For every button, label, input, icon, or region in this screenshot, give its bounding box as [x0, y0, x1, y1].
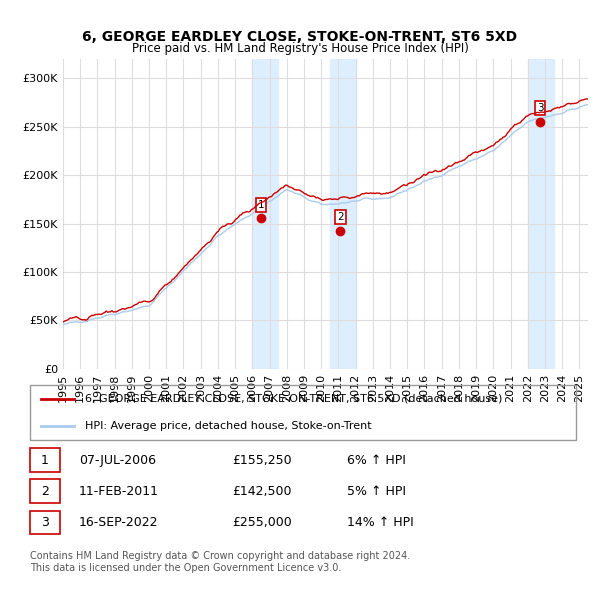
Bar — [253, 59, 278, 369]
Text: 14% ↑ HPI: 14% ↑ HPI — [347, 516, 413, 529]
Text: £255,000: £255,000 — [232, 516, 292, 529]
Text: Price paid vs. HM Land Registry's House Price Index (HPI): Price paid vs. HM Land Registry's House … — [131, 42, 469, 55]
Text: 2: 2 — [41, 484, 49, 498]
Bar — [528, 59, 554, 369]
Text: 6, GEORGE EARDLEY CLOSE, STOKE-ON-TRENT, ST6 5XD: 6, GEORGE EARDLEY CLOSE, STOKE-ON-TRENT,… — [82, 30, 518, 44]
Bar — [30, 448, 60, 472]
Text: 11-FEB-2011: 11-FEB-2011 — [79, 484, 159, 498]
Text: 1: 1 — [258, 200, 265, 210]
Text: Contains HM Land Registry data © Crown copyright and database right 2024.: Contains HM Land Registry data © Crown c… — [30, 551, 410, 561]
Text: This data is licensed under the Open Government Licence v3.0.: This data is licensed under the Open Gov… — [30, 562, 341, 572]
Text: 6, GEORGE EARDLEY CLOSE, STOKE-ON-TRENT, ST6 5XD (detached house): 6, GEORGE EARDLEY CLOSE, STOKE-ON-TRENT,… — [85, 394, 502, 404]
Text: 5% ↑ HPI: 5% ↑ HPI — [347, 484, 406, 498]
Text: 6% ↑ HPI: 6% ↑ HPI — [347, 454, 406, 467]
Bar — [30, 510, 60, 534]
Text: £142,500: £142,500 — [232, 484, 292, 498]
Text: 07-JUL-2006: 07-JUL-2006 — [79, 454, 156, 467]
Text: 16-SEP-2022: 16-SEP-2022 — [79, 516, 158, 529]
Text: 2: 2 — [337, 212, 344, 222]
Text: HPI: Average price, detached house, Stoke-on-Trent: HPI: Average price, detached house, Stok… — [85, 421, 371, 431]
Text: 1: 1 — [41, 454, 49, 467]
Bar — [330, 59, 356, 369]
Text: 3: 3 — [41, 516, 49, 529]
Text: 3: 3 — [536, 103, 543, 113]
Text: £155,250: £155,250 — [232, 454, 292, 467]
Bar — [30, 480, 60, 503]
